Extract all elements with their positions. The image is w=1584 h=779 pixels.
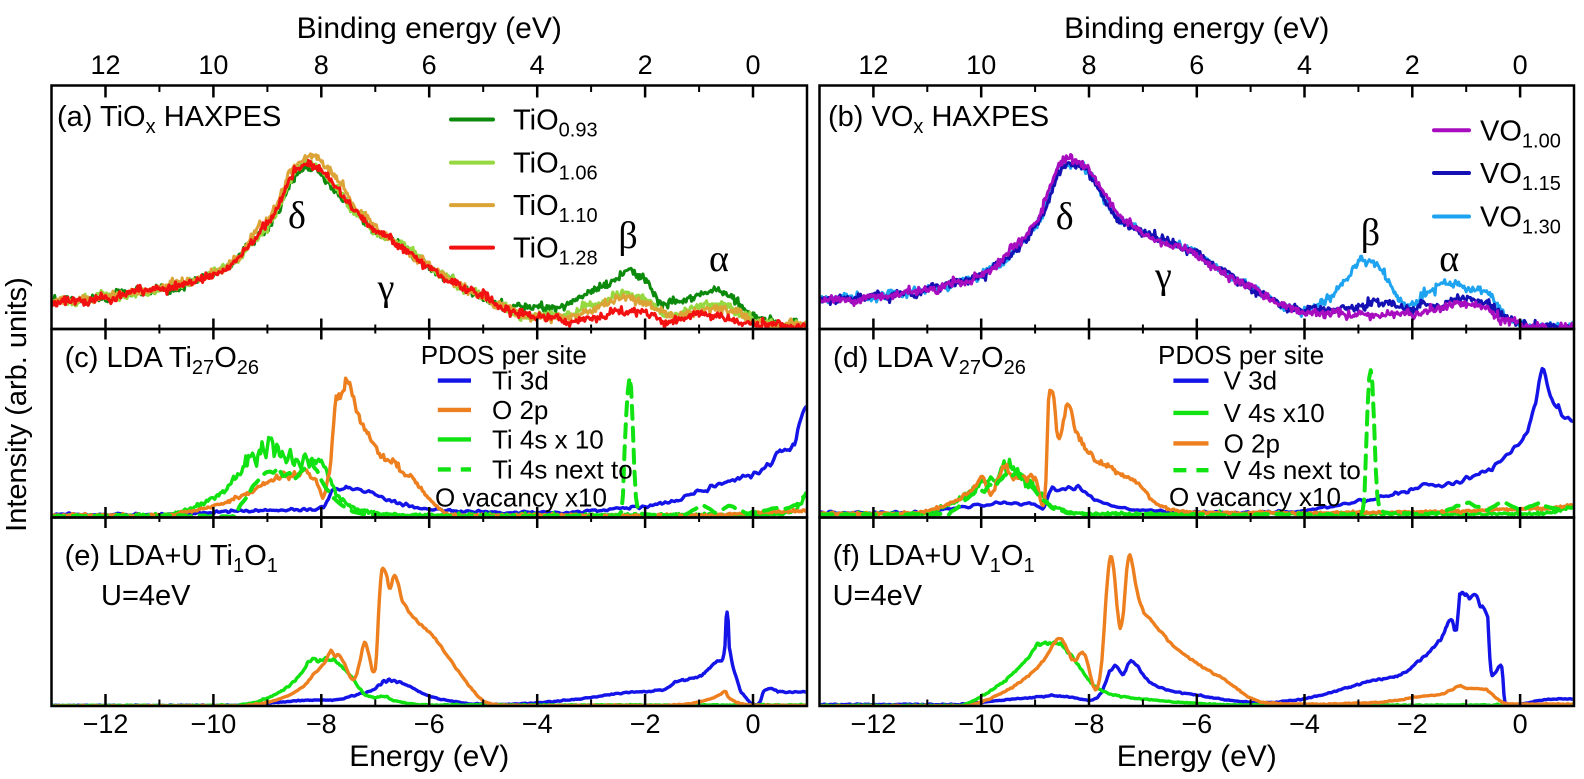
svg-text:2: 2 — [638, 50, 653, 80]
svg-text:−2: −2 — [630, 709, 661, 739]
svg-text:V 3d: V 3d — [1224, 366, 1278, 396]
svg-text:12: 12 — [90, 50, 120, 80]
svg-text:O vacancy x10: O vacancy x10 — [435, 483, 607, 513]
svg-text:(f) LDA+U V1 O1: (f) LDA+U V1 O1 — [833, 540, 1035, 577]
svg-text:Intensity (arb. units): Intensity (arb. units) — [1, 277, 33, 532]
svg-text:α: α — [709, 238, 729, 280]
svg-text:PDOS per site: PDOS per site — [1158, 340, 1324, 370]
svg-text:−10: −10 — [190, 709, 236, 739]
svg-text:0: 0 — [1513, 50, 1528, 80]
svg-text:−10: −10 — [958, 709, 1004, 739]
svg-text:Ti 4s next to: Ti 4s next to — [492, 454, 633, 484]
svg-text:Ti 4s x 10: Ti 4s x 10 — [492, 424, 604, 454]
svg-text:O vacancy x10: O vacancy x10 — [1169, 482, 1341, 512]
svg-text:−12: −12 — [83, 709, 129, 739]
svg-text:VO1.15: VO1.15 — [1480, 158, 1561, 195]
svg-text:10: 10 — [198, 50, 228, 80]
svg-text:O 2p: O 2p — [492, 395, 548, 425]
svg-text:(d) LDA V27 O26: (d) LDA V27 O26 — [833, 342, 1026, 379]
svg-text:O 2p: O 2p — [1224, 428, 1280, 458]
svg-text:Binding energy (eV): Binding energy (eV) — [297, 12, 562, 45]
svg-text:Energy (eV): Energy (eV) — [1117, 740, 1277, 773]
svg-text:U=4eV: U=4eV — [833, 580, 923, 612]
svg-text:α: α — [1439, 238, 1459, 280]
svg-text:TiO1.28: TiO1.28 — [513, 233, 598, 270]
svg-text:6: 6 — [422, 50, 437, 80]
svg-text:4: 4 — [1297, 50, 1312, 80]
svg-text:Energy (eV): Energy (eV) — [349, 740, 509, 773]
svg-text:8: 8 — [1081, 50, 1096, 80]
svg-text:−12: −12 — [850, 709, 896, 739]
svg-text:PDOS per site: PDOS per site — [421, 340, 587, 370]
svg-text:4: 4 — [530, 50, 545, 80]
svg-text:−8: −8 — [1074, 709, 1105, 739]
svg-text:(e) LDA+U Ti1 O1: (e) LDA+U Ti1 O1 — [65, 540, 278, 577]
svg-text:γ: γ — [1154, 255, 1172, 297]
svg-text:(c) LDA Ti27 O26: (c) LDA Ti27 O26 — [65, 342, 259, 379]
svg-text:−4: −4 — [522, 709, 553, 739]
svg-text:10: 10 — [966, 50, 996, 80]
svg-text:δ: δ — [1056, 196, 1074, 238]
svg-text:−8: −8 — [306, 709, 337, 739]
svg-text:Binding energy (eV): Binding energy (eV) — [1064, 12, 1329, 45]
svg-text:−6: −6 — [414, 709, 445, 739]
svg-text:β: β — [618, 215, 637, 257]
svg-text:Ti 3d: Ti 3d — [492, 366, 549, 396]
svg-text:V 4s x10: V 4s x10 — [1224, 398, 1325, 428]
svg-text:β: β — [1361, 212, 1380, 254]
svg-text:U=4eV: U=4eV — [101, 580, 191, 612]
svg-text:δ: δ — [288, 195, 306, 237]
svg-text:2: 2 — [1405, 50, 1420, 80]
svg-text:−2: −2 — [1397, 709, 1428, 739]
svg-text:0: 0 — [745, 709, 760, 739]
svg-text:0: 0 — [745, 50, 760, 80]
svg-text:V 4s next to: V 4s next to — [1224, 455, 1361, 485]
svg-text:−6: −6 — [1181, 709, 1212, 739]
svg-text:0: 0 — [1513, 709, 1528, 739]
svg-text:(b) VOx HAXPES: (b) VOx HAXPES — [828, 101, 1049, 138]
svg-text:(a) TiOx HAXPES: (a) TiOx HAXPES — [57, 101, 281, 138]
svg-text:−4: −4 — [1289, 709, 1320, 739]
svg-text:8: 8 — [314, 50, 329, 80]
svg-text:6: 6 — [1189, 50, 1204, 80]
svg-text:12: 12 — [858, 50, 888, 80]
svg-text:γ: γ — [377, 267, 395, 309]
